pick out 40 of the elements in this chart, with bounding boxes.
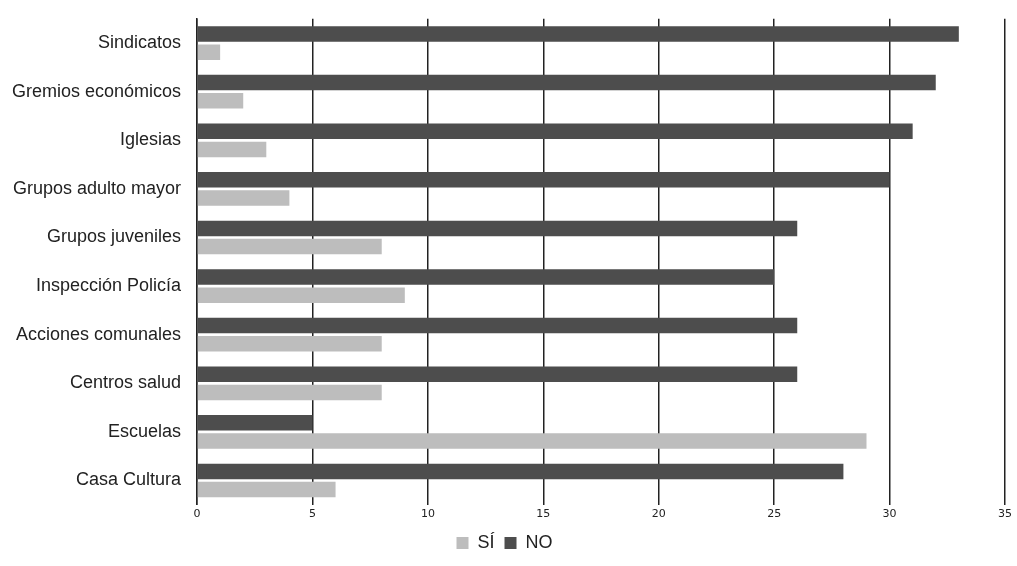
x-tick-label: 25 [767,507,782,521]
y-tick-label: Acciones comunales [15,323,182,344]
bar [197,317,798,334]
bar [197,463,844,480]
y-tick-label: Iglesias [120,129,182,150]
bar [197,172,890,188]
bar [197,123,913,139]
bar [197,366,798,382]
bar [197,287,405,303]
bar [197,26,959,42]
bar [197,481,336,498]
x-tick-label: 0 [193,507,201,521]
bar [197,44,221,60]
bar [197,433,867,449]
x-tick-label: 15 [536,507,551,521]
bar [197,238,382,255]
y-tick-label: Sindicatos [98,32,182,53]
bar [197,220,798,237]
y-tick-label: Gremios económicos [12,80,182,101]
bar [197,74,936,91]
x-tick-label: 5 [308,507,316,521]
bar [197,93,244,109]
legend-label: SÍ [477,531,495,552]
bar [197,269,775,285]
legend-label: NO [525,531,553,552]
bar [197,384,382,401]
bar [197,141,267,158]
y-tick-label: Centros salud [70,372,182,393]
x-tick-label: 20 [651,507,666,521]
y-tick-label: Casa Cultura [76,469,183,490]
y-tick-label: Grupos adulto mayor [12,177,182,198]
y-tick-label: Grupos juveniles [46,226,182,247]
y-tick-label: Escuelas [108,420,182,441]
x-tick-label: 10 [420,507,435,521]
bar [197,190,290,206]
x-tick-label: 30 [882,507,897,521]
x-tick-label: 35 [998,507,1012,521]
bar [197,415,313,431]
y-tick-label: Inspección Policía [35,275,183,296]
bar [197,336,382,352]
